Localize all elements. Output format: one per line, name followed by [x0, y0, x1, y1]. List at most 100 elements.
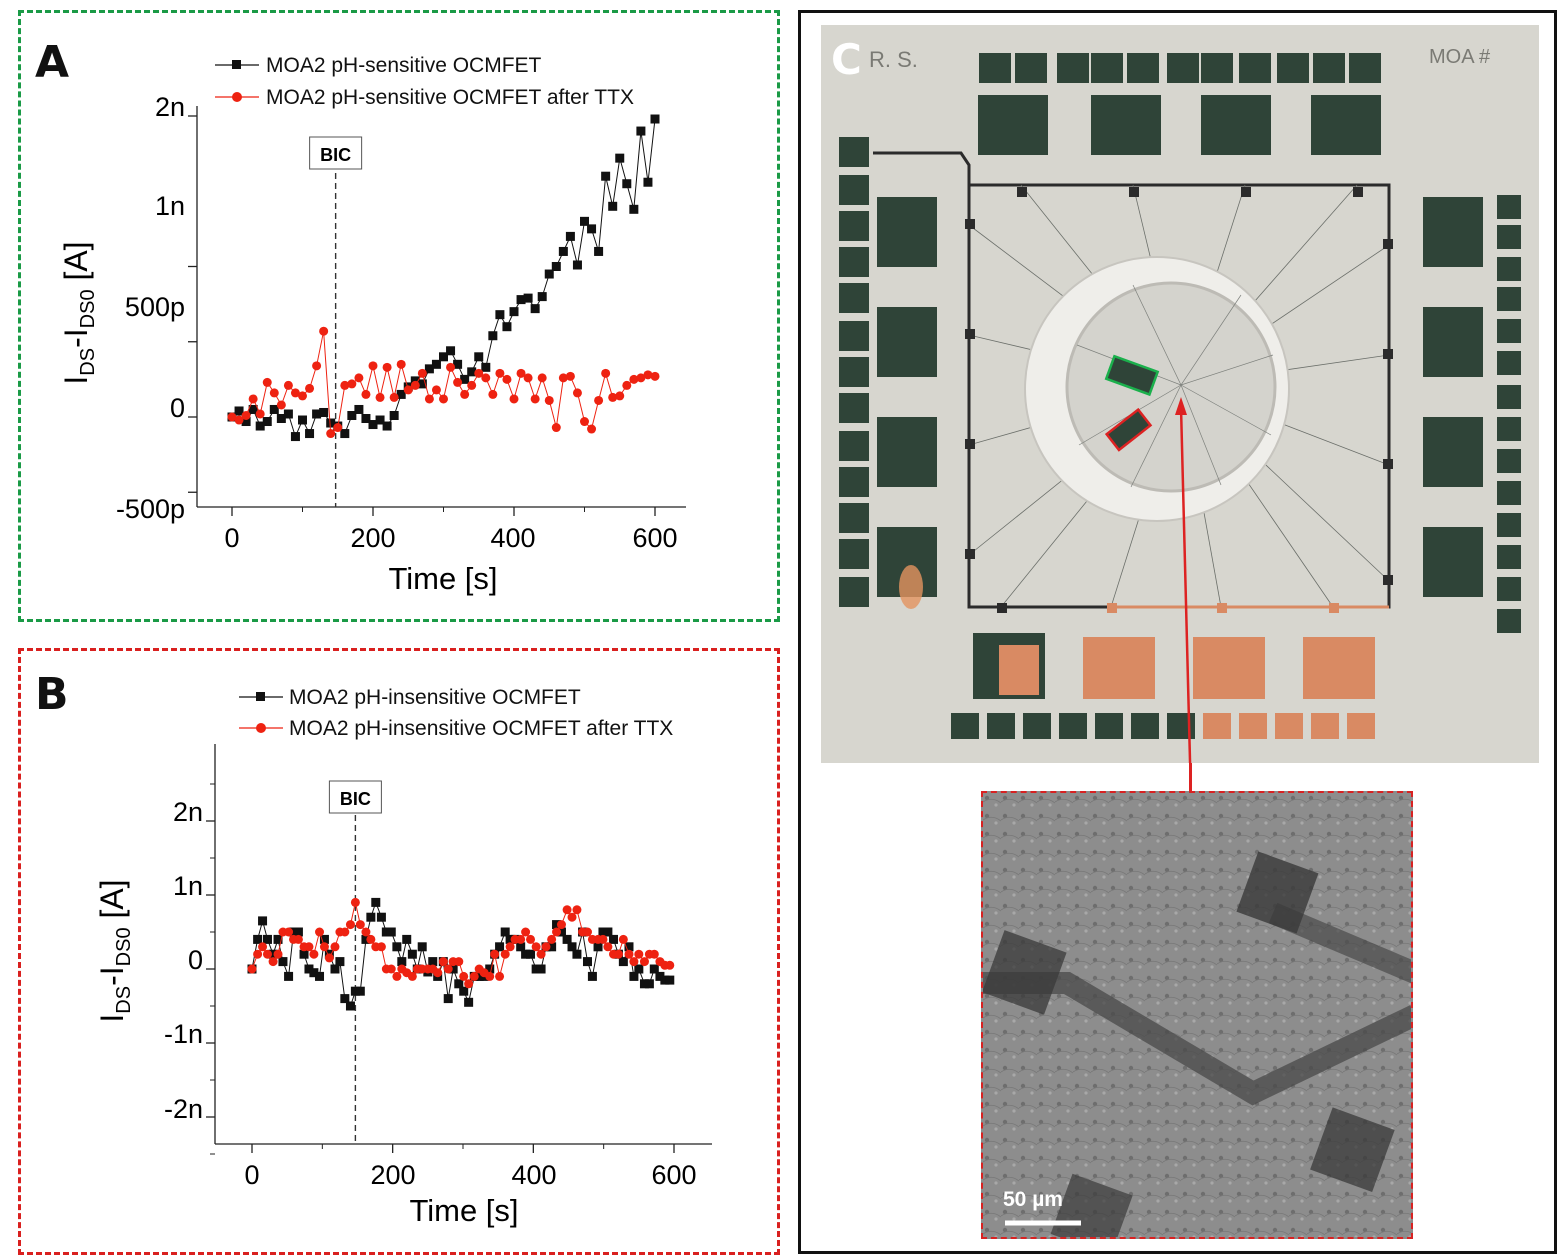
data-point: [381, 927, 391, 937]
data-point: [643, 370, 653, 380]
data-point: [565, 231, 575, 241]
data-point: [485, 971, 495, 981]
data-point: [319, 934, 329, 944]
data-point: [598, 934, 608, 944]
data-point: [601, 368, 611, 378]
series-line-2: [231, 331, 656, 435]
mea-board-photo: R. S. MOA # C: [821, 25, 1539, 763]
data-point: [562, 934, 572, 944]
data-point: [459, 986, 469, 996]
data-point: [392, 942, 402, 952]
data-point: [615, 391, 625, 401]
panel-b-label: B: [35, 669, 69, 720]
data-point: [509, 394, 519, 404]
data-point: [446, 362, 456, 372]
data-point: [650, 371, 660, 381]
data-point: [521, 927, 531, 937]
x-tick-b: 200: [370, 1160, 415, 1190]
board-id-text: MOA #: [1429, 46, 1491, 68]
data-point: [361, 934, 371, 944]
data-point: [350, 986, 360, 996]
data-point: [629, 374, 639, 384]
data-point: [474, 368, 484, 378]
data-point: [488, 331, 498, 341]
data-point: [396, 389, 406, 399]
legend-a-series-1: MOA2 pH-sensitive OCMFET: [266, 54, 542, 77]
data-point: [298, 391, 307, 401]
mea-board-drawing: R. S. MOA #: [821, 25, 1539, 763]
data-point: [326, 429, 336, 439]
data-point: [355, 920, 365, 930]
data-point: [556, 927, 566, 937]
legend-b-series-2: MOA2 pH-insensitive OCMFET after TTX: [289, 717, 673, 740]
data-point: [309, 949, 319, 959]
y-tick-b: 1n: [173, 871, 203, 901]
data-point: [523, 373, 533, 383]
data-point: [268, 949, 278, 959]
data-point: [460, 374, 470, 384]
legend-a-series-2: MOA2 pH-sensitive OCMFET after TTX: [266, 86, 634, 109]
data-point: [290, 388, 300, 398]
data-point: [572, 260, 582, 270]
data-point: [516, 934, 526, 944]
data-point: [410, 376, 420, 386]
data-point: [386, 927, 396, 937]
data-point: [552, 927, 562, 937]
data-point: [454, 957, 464, 967]
data-point: [268, 957, 278, 967]
data-point: [537, 373, 547, 383]
data-point: [340, 380, 350, 390]
data-point: [368, 361, 378, 371]
data-point: [530, 304, 540, 314]
data-point: [537, 292, 547, 302]
data-point: [453, 377, 463, 387]
data-point: [587, 971, 597, 981]
data-point: [340, 429, 350, 439]
data-point: [558, 246, 568, 256]
data-point: [495, 310, 505, 320]
data-point: [467, 380, 477, 390]
data-point: [481, 362, 491, 372]
data-point: [644, 979, 654, 989]
data-point: [269, 388, 279, 398]
data-point: [376, 912, 386, 922]
data-point: [562, 905, 572, 915]
data-point: [459, 971, 469, 981]
x-tick-b: 600: [651, 1160, 696, 1190]
arrow-connector: [1189, 763, 1192, 791]
data-point: [629, 204, 639, 214]
data-point: [598, 927, 608, 937]
data-point: [319, 942, 329, 952]
data-point: [516, 295, 526, 305]
data-point: [283, 409, 293, 419]
y-tick-a: 1n: [155, 191, 185, 221]
data-point: [521, 949, 531, 959]
data-point: [407, 971, 417, 981]
data-point: [531, 942, 541, 952]
data-point: [262, 417, 272, 427]
data-point: [536, 949, 546, 959]
data-point: [665, 975, 675, 985]
data-point: [639, 979, 649, 989]
data-point: [665, 960, 675, 970]
data-point: [319, 407, 329, 417]
data-point: [375, 392, 385, 402]
x-axis-title-b: Time [s]: [409, 1193, 518, 1228]
data-point: [454, 979, 464, 989]
data-point: [572, 949, 582, 959]
data-point: [309, 968, 319, 978]
data-point: [262, 934, 272, 944]
data-point: [469, 971, 479, 981]
data-point: [345, 920, 355, 930]
data-point: [361, 389, 371, 399]
data-point: [531, 964, 541, 974]
data-point: [547, 942, 557, 952]
data-point: [335, 957, 345, 967]
data-point: [624, 949, 634, 959]
data-point: [345, 1001, 355, 1011]
data-point: [262, 377, 272, 387]
data-point: [375, 415, 385, 425]
data-point: [304, 942, 314, 952]
data-point: [443, 964, 453, 974]
data-point: [601, 171, 611, 181]
